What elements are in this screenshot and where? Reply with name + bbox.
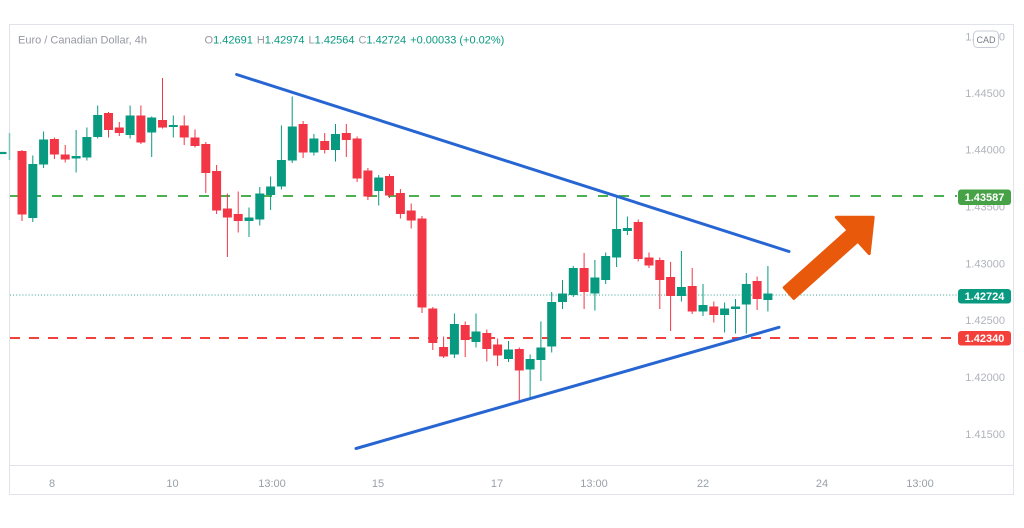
- svg-text:1.42000: 1.42000: [965, 372, 1005, 384]
- svg-text:1.43000: 1.43000: [965, 258, 1005, 270]
- svg-text:13:00: 13:00: [258, 478, 286, 490]
- svg-text:13:00: 13:00: [580, 478, 608, 490]
- svg-text:1.43587: 1.43587: [965, 192, 1005, 204]
- svg-text:13:00: 13:00: [906, 478, 934, 490]
- svg-text:CAD: CAD: [976, 35, 996, 45]
- svg-text:1.42500: 1.42500: [965, 315, 1005, 327]
- svg-text:15: 15: [372, 478, 384, 490]
- svg-text:1.44500: 1.44500: [965, 88, 1005, 100]
- svg-text:1.41500: 1.41500: [965, 429, 1005, 441]
- svg-text:1.42724: 1.42724: [965, 291, 1006, 303]
- svg-text:8: 8: [49, 478, 55, 490]
- svg-text:17: 17: [491, 478, 503, 490]
- svg-text:10: 10: [166, 478, 178, 490]
- svg-text:24: 24: [816, 478, 828, 490]
- svg-text:1.44000: 1.44000: [965, 145, 1005, 157]
- svg-text:1.42340: 1.42340: [965, 333, 1005, 345]
- svg-text:22: 22: [697, 478, 709, 490]
- svg-text:Euro / Canadian Dollar, 4h: Euro / Canadian Dollar, 4h: [18, 35, 147, 47]
